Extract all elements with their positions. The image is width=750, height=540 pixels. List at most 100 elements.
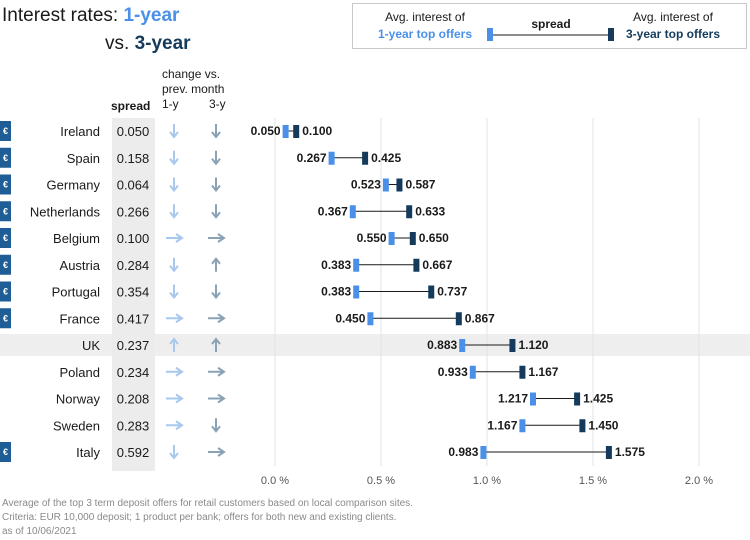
change-down-arrow-icon xyxy=(211,177,221,193)
label-1-year: 0.523 xyxy=(351,178,381,192)
legend-spread: spread xyxy=(531,17,571,31)
change-header: change vs. prev. month xyxy=(162,67,224,97)
euro-symbol: € xyxy=(3,447,8,457)
legend-right-line2: 3-year top offers xyxy=(625,27,721,41)
marker-1-year xyxy=(469,365,476,379)
change-down-arrow-icon xyxy=(211,204,221,219)
footer-line2: Criteria: EUR 10,000 deposit; 1 product … xyxy=(2,512,397,523)
footer-line1: Average of the top 3 term deposit offers… xyxy=(2,498,413,509)
marker-3-year xyxy=(293,125,300,138)
spread-header: spread xyxy=(111,99,151,113)
label-3-year: 0.100 xyxy=(302,124,332,138)
marker-3-year xyxy=(396,178,403,192)
euro-symbol: € xyxy=(3,313,8,323)
change-down-arrow-icon xyxy=(211,150,221,166)
marker-3-year xyxy=(362,151,369,165)
marker-3-year xyxy=(605,446,612,459)
label-3-year: 1.425 xyxy=(583,392,613,406)
change-down-arrow-icon xyxy=(211,418,221,433)
country-label: Belgium xyxy=(53,231,100,246)
dumbbell-chart: 0.0 % 0.5 % 1.0 % 1.5 % 2.0 % € Ireland 0.050 0.… xyxy=(0,118,713,487)
x-tick-label: 0.0 % xyxy=(261,475,289,487)
change-right-arrow-icon xyxy=(208,447,226,457)
marker-1-year xyxy=(353,258,360,272)
spread-value: 0.064 xyxy=(117,178,150,193)
marker-1-year xyxy=(388,232,395,245)
label-3-year: 1.120 xyxy=(518,338,548,352)
euro-symbol: € xyxy=(3,233,8,243)
euro-badge-icon xyxy=(0,201,11,222)
label-3-year: 1.167 xyxy=(528,365,558,379)
euro-symbol: € xyxy=(3,287,8,297)
spread-value: 0.050 xyxy=(117,124,150,139)
country-label: Italy xyxy=(76,445,100,460)
marker-3-year xyxy=(574,392,581,406)
country-label: Norway xyxy=(56,392,101,407)
country-label: Germany xyxy=(47,178,101,193)
label-3-year: 0.867 xyxy=(465,311,495,325)
label-1-year: 1.167 xyxy=(487,418,517,432)
change-right-arrow-icon xyxy=(208,233,226,243)
change-down-arrow-icon xyxy=(169,177,179,193)
marker-1-year xyxy=(353,285,360,299)
spread-column-background xyxy=(112,118,155,471)
legend-right-line1: Avg. interest of xyxy=(633,10,713,24)
euro-badge-icon xyxy=(0,228,11,248)
euro-badge-icon xyxy=(0,308,11,329)
spread-value: 0.354 xyxy=(117,285,150,300)
label-3-year: 0.737 xyxy=(437,285,467,299)
country-label: France xyxy=(60,311,100,326)
marker-1-year xyxy=(480,446,487,459)
marker-1-year xyxy=(367,312,374,326)
legend-right: Avg. interest of 3-year top offers xyxy=(608,9,738,43)
euro-symbol: € xyxy=(3,126,8,136)
marker-1-year xyxy=(349,205,356,219)
label-1-year: 0.267 xyxy=(297,151,327,165)
change-3y-header: 3-y xyxy=(209,97,226,111)
euro-badge-icon xyxy=(0,442,11,462)
country-label: UK xyxy=(82,338,100,353)
spread-value: 0.417 xyxy=(117,311,150,326)
legend-3y-marker xyxy=(608,28,614,41)
title-vs: vs. xyxy=(105,33,135,54)
label-3-year: 0.667 xyxy=(422,258,452,272)
marker-1-year xyxy=(519,419,526,433)
marker-3-year xyxy=(455,312,462,326)
marker-3-year xyxy=(406,205,413,219)
change-down-arrow-icon xyxy=(169,257,179,273)
change-right-arrow-icon xyxy=(166,233,184,243)
change-right-arrow-icon xyxy=(208,366,226,377)
change-down-arrow-icon xyxy=(211,124,221,139)
change-right-arrow-icon xyxy=(166,393,184,404)
spread-value: 0.208 xyxy=(117,392,150,407)
label-1-year: 0.933 xyxy=(438,365,468,379)
marker-3-year xyxy=(409,232,416,245)
change-right-arrow-icon xyxy=(166,420,184,431)
country-label: Ireland xyxy=(60,124,100,139)
marker-1-year xyxy=(382,178,389,192)
euro-symbol: € xyxy=(3,206,8,216)
legend-sample xyxy=(487,28,614,41)
marker-1-year xyxy=(530,392,537,406)
euro-badge-icon xyxy=(0,147,11,168)
change-up-arrow-icon xyxy=(211,337,221,352)
marker-1-year xyxy=(328,151,335,165)
label-3-year: 1.575 xyxy=(615,445,645,459)
change-down-arrow-icon xyxy=(211,284,221,300)
label-1-year: 0.367 xyxy=(318,204,348,218)
spread-value: 0.158 xyxy=(117,151,150,166)
x-tick-label: 1.5 % xyxy=(579,475,607,487)
change-up-arrow-icon xyxy=(211,257,221,272)
title-3-year: 3-year xyxy=(134,33,191,54)
change-header-line2: prev. month xyxy=(162,82,225,96)
x-tick-label: 0.5 % xyxy=(367,475,395,487)
euro-badge-icon xyxy=(0,121,11,141)
marker-3-year xyxy=(519,365,526,379)
spread-value: 0.234 xyxy=(117,365,150,380)
spread-value: 0.283 xyxy=(117,418,150,433)
x-tick-label: 2.0 % xyxy=(685,475,713,487)
title-prefix: Interest rates: xyxy=(2,5,124,26)
spread-value: 0.237 xyxy=(117,338,150,353)
highlight-band-uk xyxy=(0,334,750,356)
change-down-arrow-icon xyxy=(169,445,179,460)
